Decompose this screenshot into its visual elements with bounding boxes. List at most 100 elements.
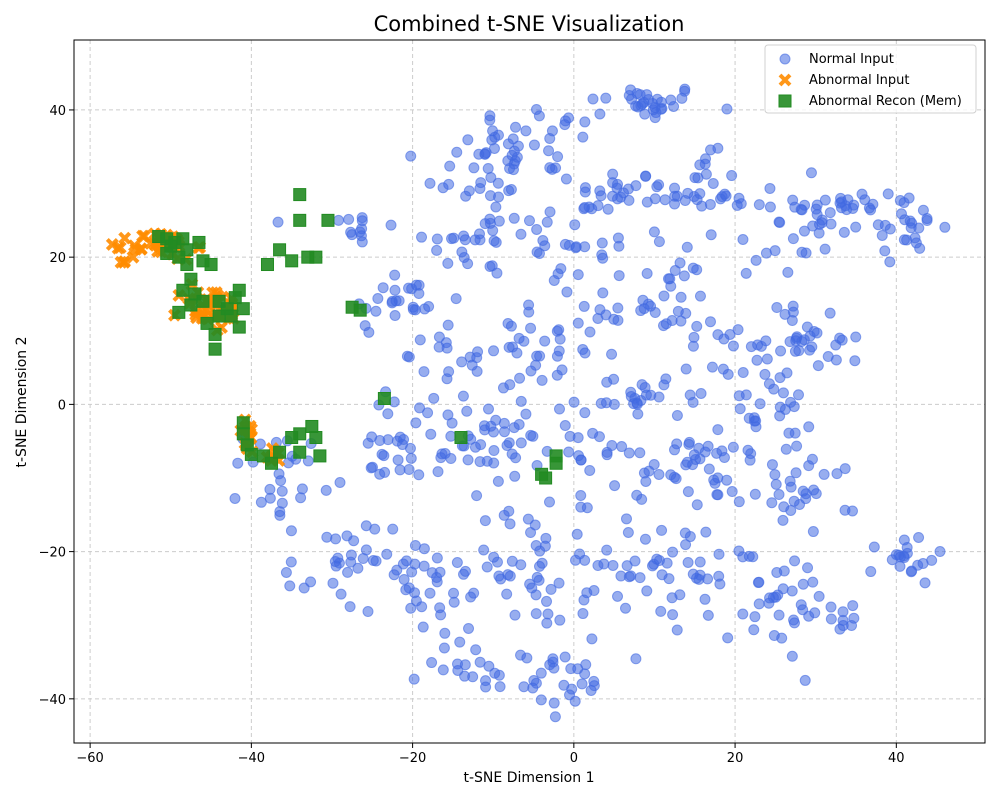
normal-input-point [640, 170, 652, 182]
normal-input-point [466, 359, 478, 371]
normal-input-point [468, 587, 480, 599]
normal-input-point [472, 346, 484, 358]
normal-input-point [742, 444, 754, 456]
abnormal-recon-point [224, 309, 238, 323]
normal-input-point [811, 209, 823, 221]
normal-input-point [819, 243, 831, 255]
normal-input-point [274, 506, 286, 518]
normal-input-point [498, 426, 510, 438]
abnormal-recon-point [549, 456, 563, 470]
normal-input-point [648, 458, 660, 470]
normal-input-point [512, 140, 524, 152]
normal-input-point [612, 232, 624, 244]
normal-input-point [898, 234, 910, 246]
normal-input-point [413, 288, 425, 300]
normal-input-point [716, 191, 728, 203]
normal-input-point [284, 580, 296, 592]
normal-input-point [795, 599, 807, 611]
normal-input-point [520, 125, 532, 137]
normal-input-point [578, 594, 590, 606]
normal-input-point [588, 675, 600, 687]
normal-input-point [509, 470, 521, 482]
normal-input-point [229, 492, 241, 504]
normal-input-point [515, 437, 527, 449]
normal-input-point [473, 148, 485, 160]
normal-input-point [812, 360, 824, 372]
normal-input-point [802, 562, 814, 574]
normal-input-point [488, 445, 500, 457]
normal-input-point [404, 442, 416, 454]
normal-input-point [520, 408, 532, 420]
abnormal-recon-point [232, 320, 246, 334]
normal-input-point [670, 473, 682, 485]
normal-input-point [745, 341, 757, 353]
normal-input-point [778, 501, 790, 513]
normal-input-point [714, 578, 726, 590]
normal-input-point [803, 460, 815, 472]
normal-input-point [838, 226, 850, 238]
normal-input-point [754, 398, 766, 410]
normal-input-point [413, 469, 425, 481]
abnormal-input-point [111, 241, 125, 255]
normal-input-point [894, 560, 906, 572]
normal-input-point [579, 347, 591, 359]
normal-input-point [443, 178, 455, 190]
normal-input-point [549, 711, 561, 723]
normal-input-point [770, 478, 782, 490]
abnormal-recon-point [228, 291, 242, 305]
normal-input-point [779, 308, 791, 320]
normal-input-point [285, 525, 297, 537]
normal-input-point [777, 514, 789, 526]
normal-input-point [596, 237, 608, 249]
normal-input-point [579, 116, 591, 128]
normal-input-point [909, 232, 921, 244]
normal-input-point [575, 490, 587, 502]
normal-input-point [320, 484, 332, 496]
normal-input-point [934, 546, 946, 558]
abnormal-recon-point [208, 327, 222, 341]
normal-input-point [803, 421, 815, 433]
normal-input-point [405, 150, 417, 162]
y-tick-label: 40 [49, 104, 66, 119]
normal-input-point [766, 497, 778, 509]
normal-input-point [374, 468, 386, 480]
x-tick-label: −60 [76, 751, 103, 766]
normal-input-point [687, 262, 699, 274]
normal-input-point [298, 582, 310, 594]
normal-input-point [444, 160, 456, 172]
normal-input-point [849, 355, 861, 367]
normal-input-point [554, 614, 566, 626]
normal-input-point [448, 596, 460, 608]
normal-input-point [666, 592, 678, 604]
abnormal-recon-point [208, 342, 222, 356]
normal-input-point [694, 290, 706, 302]
normal-input-point [542, 608, 554, 620]
abnormal-recon-point [305, 419, 319, 433]
normal-input-point [378, 450, 390, 462]
normal-input-point [445, 430, 457, 442]
normal-input-point [531, 246, 543, 258]
normal-input-point [734, 403, 746, 415]
normal-input-point [597, 252, 609, 264]
normal-input-point [276, 485, 288, 497]
normal-input-point [839, 463, 851, 475]
normal-input-point [474, 182, 486, 194]
abnormal-recon-point [212, 309, 226, 323]
normal-input-point [789, 427, 801, 439]
normal-input-point [665, 94, 677, 106]
normal-input-point [797, 578, 809, 590]
normal-input-point [426, 657, 438, 669]
normal-input-point [481, 561, 493, 573]
normal-input-point [418, 366, 430, 378]
abnormal-recon-point [236, 416, 250, 430]
normal-input-point [398, 573, 410, 585]
normal-input-point [775, 345, 787, 357]
normal-input-point [456, 246, 468, 258]
normal-input-point [537, 234, 549, 246]
normal-input-point [568, 396, 580, 408]
normal-input-point [786, 650, 798, 662]
normal-input-point [492, 129, 504, 141]
normal-input-point [488, 345, 500, 357]
normal-input-point [721, 103, 733, 115]
abnormal-recon-point [309, 250, 323, 264]
